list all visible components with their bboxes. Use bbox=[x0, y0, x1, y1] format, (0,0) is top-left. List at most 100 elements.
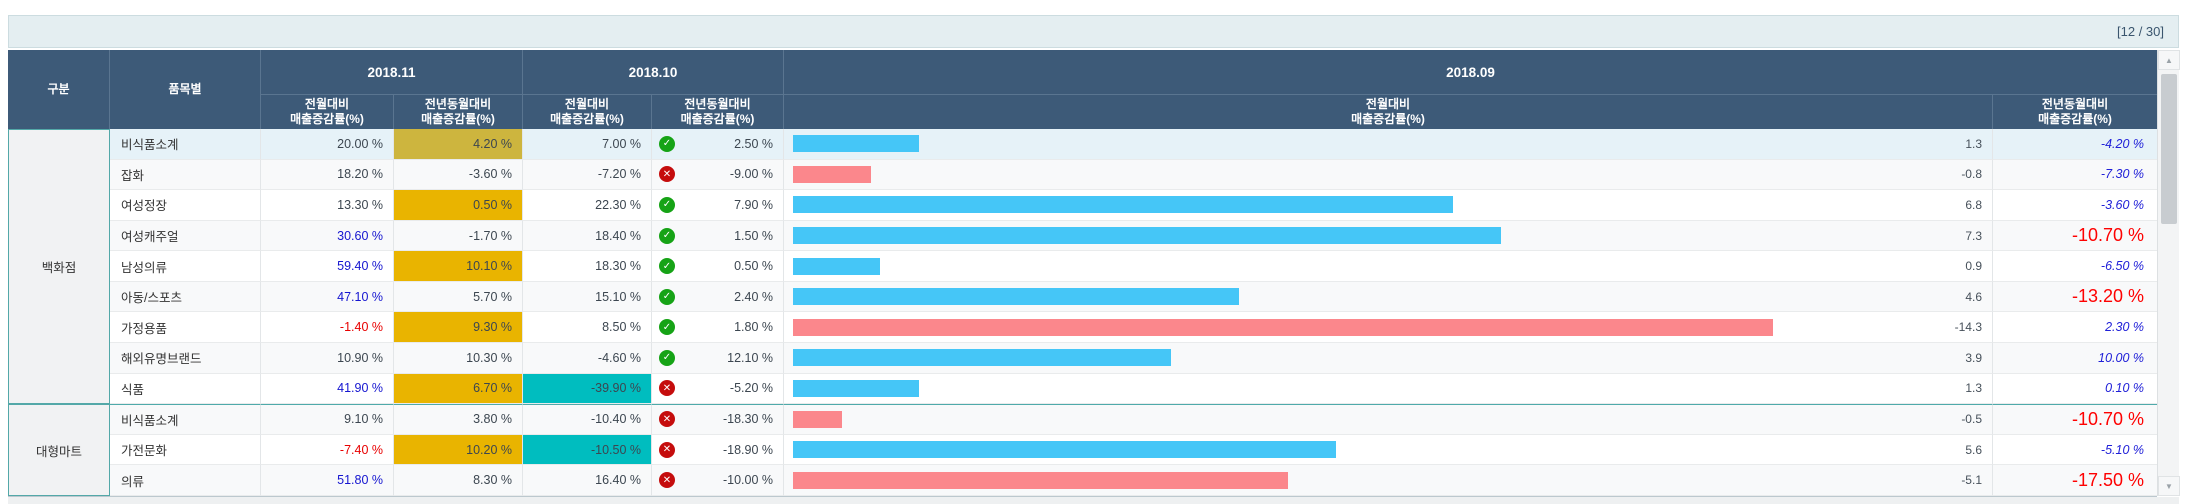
item-cell[interactable]: 여성캐주얼 bbox=[110, 220, 261, 252]
m10-yoy-value: -18.30 % bbox=[722, 412, 773, 427]
value-cell-m10-yoy: ✕ -18.90 % bbox=[652, 434, 784, 466]
value-cell-m09-yoy: -10.70 % bbox=[1993, 220, 2157, 252]
header-yoy-rate: 전년동월대비 매출증감률(%) bbox=[2038, 97, 2112, 126]
value-cell-m09-yoy: -17.50 % bbox=[1993, 465, 2157, 496]
value-cell-m10-yoy: ✕ -10.00 % bbox=[652, 465, 784, 496]
value-cell-m09-yoy: -4.20 % bbox=[1993, 129, 2157, 160]
header-yoy-rate: 전년동월대비 매출증감률(%) bbox=[394, 95, 523, 129]
page-counter: [12 / 30] bbox=[2117, 24, 2164, 39]
bar-cell: -0.5 bbox=[784, 404, 1993, 435]
status-down-icon: ✕ bbox=[659, 411, 675, 428]
value-cell-m11-yoy: 9.30 % bbox=[394, 312, 523, 344]
item-cell[interactable]: 의류 bbox=[110, 465, 261, 496]
item-label: 해외유명브랜드 bbox=[121, 352, 202, 367]
value-cell-m11-yoy: 10.30 % bbox=[394, 343, 523, 374]
value-cell-m09-yoy: 2.30 % bbox=[1993, 312, 2157, 344]
item-cell[interactable]: 비식품소계 bbox=[110, 129, 261, 160]
value-cell-m10-prev: -10.40 % bbox=[523, 404, 652, 435]
item-cell[interactable]: 식품 bbox=[110, 373, 261, 405]
value-cell-m11-prev: 59.40 % bbox=[261, 251, 394, 282]
value-cell-m11-prev: 13.30 % bbox=[261, 190, 394, 221]
m10-yoy-value: -10.00 % bbox=[722, 473, 773, 488]
value-cell-m10-yoy: ✓ 1.50 % bbox=[652, 220, 784, 252]
vertical-scrollbar[interactable]: ▲ ▼ bbox=[2157, 50, 2180, 496]
value-cell-m11-yoy: 3.80 % bbox=[394, 404, 523, 435]
group-cell-백화점: 백화점 bbox=[8, 129, 110, 405]
bar-cell: -5.1 bbox=[784, 465, 1993, 496]
value-cell-m11-prev: 20.00 % bbox=[261, 129, 394, 160]
sales-bar bbox=[793, 379, 920, 397]
bar-value: 1.3 bbox=[1965, 381, 1982, 396]
value-cell-m10-yoy: ✕ -9.00 % bbox=[652, 159, 784, 191]
m10-yoy-value: 1.80 % bbox=[734, 320, 773, 335]
value-cell-m10-prev: 16.40 % bbox=[523, 465, 652, 496]
value-cell-m10-yoy: ✓ 12.10 % bbox=[652, 343, 784, 374]
value-cell-m09-yoy: -7.30 % bbox=[1993, 159, 2157, 191]
bar-value: 7.3 bbox=[1965, 228, 1982, 243]
m10-yoy-value: 2.40 % bbox=[734, 289, 773, 304]
value-cell-m10-yoy: ✓ 2.40 % bbox=[652, 281, 784, 313]
value-cell-m11-yoy: -3.60 % bbox=[394, 159, 523, 191]
value-cell-m10-yoy: ✓ 7.90 % bbox=[652, 190, 784, 221]
item-cell[interactable]: 비식품소계 bbox=[110, 404, 261, 435]
item-label: 비식품소계 bbox=[121, 138, 179, 153]
value-cell-m10-prev: 18.40 % bbox=[523, 220, 652, 252]
header-month-2018-09: 2018.09 bbox=[784, 50, 2157, 95]
item-cell[interactable]: 잡화 bbox=[110, 159, 261, 191]
value-cell-m11-yoy: 6.70 % bbox=[394, 373, 523, 405]
value-cell-m10-prev: 18.30 % bbox=[523, 251, 652, 282]
value-cell-m11-prev: 51.80 % bbox=[261, 465, 394, 496]
bar-value: 3.9 bbox=[1965, 350, 1982, 365]
value-cell-m11-yoy: 10.20 % bbox=[394, 434, 523, 466]
sales-bar bbox=[793, 227, 1502, 245]
item-cell[interactable]: 여성정장 bbox=[110, 190, 261, 221]
item-cell[interactable]: 해외유명브랜드 bbox=[110, 343, 261, 374]
m10-yoy-value: 7.90 % bbox=[734, 197, 773, 212]
item-cell[interactable]: 가정용품 bbox=[110, 312, 261, 344]
value-cell-m11-prev: 10.90 % bbox=[261, 343, 394, 374]
value-cell-m11-prev: 18.20 % bbox=[261, 159, 394, 191]
value-cell-m11-yoy: 0.50 % bbox=[394, 190, 523, 221]
bar-cell: 1.3 bbox=[784, 373, 1993, 405]
item-cell[interactable]: 남성의류 bbox=[110, 251, 261, 282]
header-month-2018-10: 2018.10 bbox=[523, 50, 784, 95]
scrollbar-thumb[interactable] bbox=[2161, 74, 2177, 224]
value-cell-m10-prev: 22.30 % bbox=[523, 190, 652, 221]
value-cell-m11-yoy: 8.30 % bbox=[394, 465, 523, 496]
bar-cell: 0.9 bbox=[784, 251, 1993, 282]
triangle-down-icon: ▼ bbox=[2165, 481, 2173, 491]
status-up-icon: ✓ bbox=[659, 196, 675, 213]
value-cell-m09-yoy: -10.70 % bbox=[1993, 404, 2157, 435]
status-up-icon: ✓ bbox=[659, 227, 675, 244]
status-down-icon: ✕ bbox=[659, 380, 675, 397]
status-up-icon: ✓ bbox=[659, 135, 675, 152]
status-down-icon: ✕ bbox=[659, 166, 675, 183]
bar-value: 4.6 bbox=[1965, 289, 1982, 304]
value-cell-m11-prev: -7.40 % bbox=[261, 434, 394, 466]
bar-value: -5.1 bbox=[1961, 473, 1982, 488]
item-cell[interactable]: 가전문화 bbox=[110, 434, 261, 466]
item-label: 가정용품 bbox=[121, 321, 168, 336]
value-cell-m10-prev: 7.00 % bbox=[523, 129, 652, 160]
m10-yoy-value: -18.90 % bbox=[722, 442, 773, 457]
sales-bar bbox=[793, 165, 871, 183]
item-cell[interactable]: 아동/스포츠 bbox=[110, 281, 261, 313]
bar-cell: -14.3 bbox=[784, 312, 1993, 344]
sales-bar bbox=[793, 318, 1773, 336]
bar-cell: 6.8 bbox=[784, 190, 1993, 221]
m10-yoy-value: 2.50 % bbox=[734, 136, 773, 151]
sales-bar bbox=[793, 257, 881, 275]
bar-value: 0.9 bbox=[1965, 259, 1982, 274]
status-down-icon: ✕ bbox=[659, 472, 675, 489]
value-cell-m11-prev: 41.90 % bbox=[261, 373, 394, 405]
status-up-icon: ✓ bbox=[659, 288, 675, 305]
status-up-icon: ✓ bbox=[659, 258, 675, 275]
scroll-up-button[interactable]: ▲ bbox=[2158, 50, 2180, 70]
value-cell-m10-yoy: ✕ -5.20 % bbox=[652, 373, 784, 405]
bar-cell: 3.9 bbox=[784, 343, 1993, 374]
value-cell-m11-yoy: 4.20 % bbox=[394, 129, 523, 160]
scroll-down-button[interactable]: ▼ bbox=[2158, 476, 2180, 496]
value-cell-m11-prev: 30.60 % bbox=[261, 220, 394, 252]
header-yoy-rate: 전년동월대비 매출증감률(%) bbox=[652, 95, 784, 129]
